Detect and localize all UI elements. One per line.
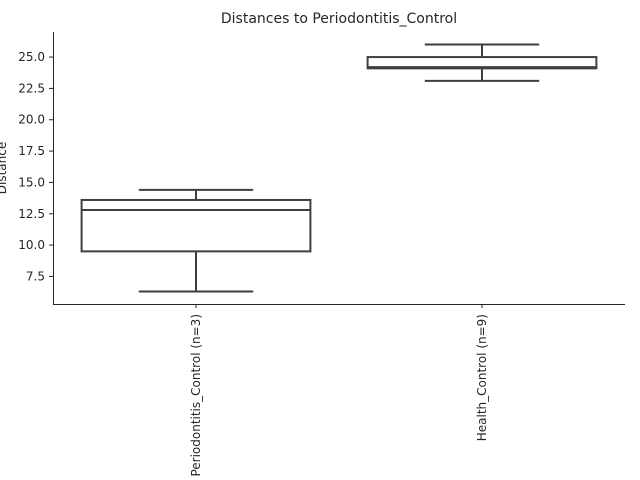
x-ticks: Periodontitis_Control (n=3) Health_Contro… — [189, 304, 489, 477]
y-tick-label: 20.0 — [18, 113, 45, 127]
x-tick-label: Periodontitis_Control (n=3) — [189, 314, 203, 477]
y-axis-label: Distance — [0, 142, 9, 194]
box-1 — [366, 43, 598, 82]
y-ticks: 7.5 10.0 12.5 15.0 17.5 20.0 22.5 25.0 — [18, 50, 53, 283]
box-0 — [80, 188, 312, 293]
y-tick-label: 15.0 — [18, 175, 45, 189]
y-tick-label: 7.5 — [26, 269, 45, 283]
y-tick-label: 10.0 — [18, 238, 45, 252]
y-tick-label: 25.0 — [18, 50, 45, 64]
boxes — [80, 43, 598, 293]
y-tick-label: 12.5 — [18, 207, 45, 221]
x-tick-label: Health_Control (n=9) — [475, 314, 489, 441]
chart-title: Distances to Periodontitis_Control — [221, 11, 457, 27]
box-iqr — [80, 198, 312, 253]
y-tick-label: 17.5 — [18, 144, 45, 158]
y-tick-label: 22.5 — [18, 81, 45, 95]
box-iqr — [366, 56, 598, 70]
